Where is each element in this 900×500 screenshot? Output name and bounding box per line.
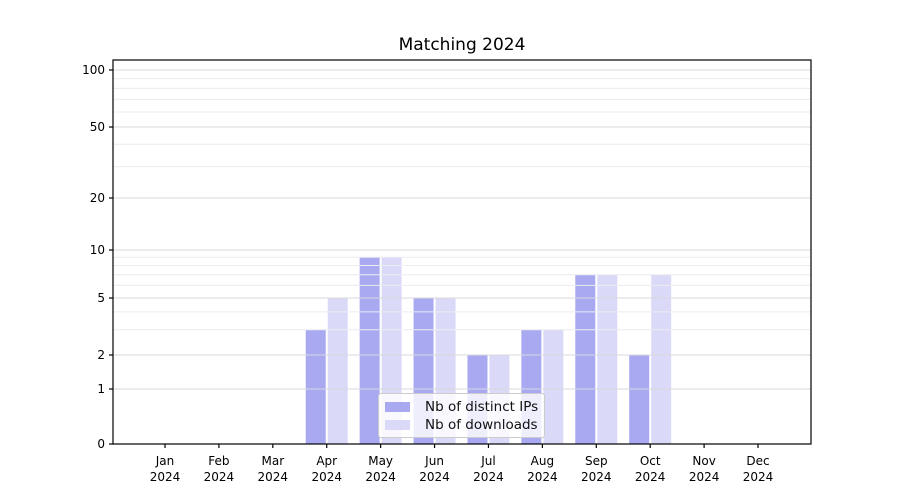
legend-item-downloads: Nb of downloads bbox=[385, 416, 538, 433]
y-tick-label: 10 bbox=[90, 243, 105, 257]
legend-item-distinct-ips: Nb of distinct IPs bbox=[385, 398, 538, 415]
x-tick-label: Jun 2024 bbox=[419, 454, 450, 484]
chart-title: Matching 2024 bbox=[398, 35, 526, 55]
y-tick-label: 2 bbox=[97, 348, 105, 362]
legend-swatch-downloads bbox=[385, 419, 410, 430]
x-tick-label: Sep 2024 bbox=[581, 454, 612, 484]
bar-distinct-ips-sep bbox=[575, 274, 596, 444]
x-tick-label: Dec 2024 bbox=[743, 454, 774, 484]
x-tick-label: Oct 2024 bbox=[635, 454, 666, 484]
x-tick-label: Apr 2024 bbox=[311, 454, 342, 484]
bar-downloads-apr bbox=[327, 298, 348, 444]
y-tick-label: 100 bbox=[82, 63, 105, 77]
x-tick-label: Feb 2024 bbox=[204, 454, 235, 484]
bar-distinct-ips-oct bbox=[629, 354, 650, 444]
x-tick-label: Nov 2024 bbox=[689, 454, 720, 484]
bar-downloads-oct bbox=[651, 274, 672, 444]
bar-distinct-ips-may bbox=[359, 257, 380, 444]
x-tick-label: Mar 2024 bbox=[258, 454, 289, 484]
bar-downloads-aug bbox=[543, 329, 564, 444]
x-tick-label: Jul 2024 bbox=[473, 454, 504, 484]
bar-downloads-sep bbox=[597, 274, 618, 444]
legend-swatch-distinct-ips bbox=[385, 401, 410, 412]
bar-distinct-ips-apr bbox=[305, 329, 326, 444]
y-tick-label: 20 bbox=[90, 191, 105, 205]
y-tick-label: 0 bbox=[97, 437, 105, 451]
x-tick-label: Jan 2024 bbox=[150, 454, 181, 484]
y-tick-label: 50 bbox=[90, 120, 105, 134]
x-tick-label: Aug 2024 bbox=[527, 454, 558, 484]
x-tick-label: May 2024 bbox=[365, 454, 396, 484]
legend: Nb of distinct IPs Nb of downloads bbox=[378, 393, 545, 438]
legend-label-distinct-ips: Nb of distinct IPs bbox=[425, 398, 539, 415]
legend-label-downloads: Nb of downloads bbox=[425, 416, 538, 433]
y-tick-label: 5 bbox=[97, 291, 105, 305]
y-tick-label: 1 bbox=[97, 382, 105, 396]
plot-border bbox=[112, 59, 812, 445]
